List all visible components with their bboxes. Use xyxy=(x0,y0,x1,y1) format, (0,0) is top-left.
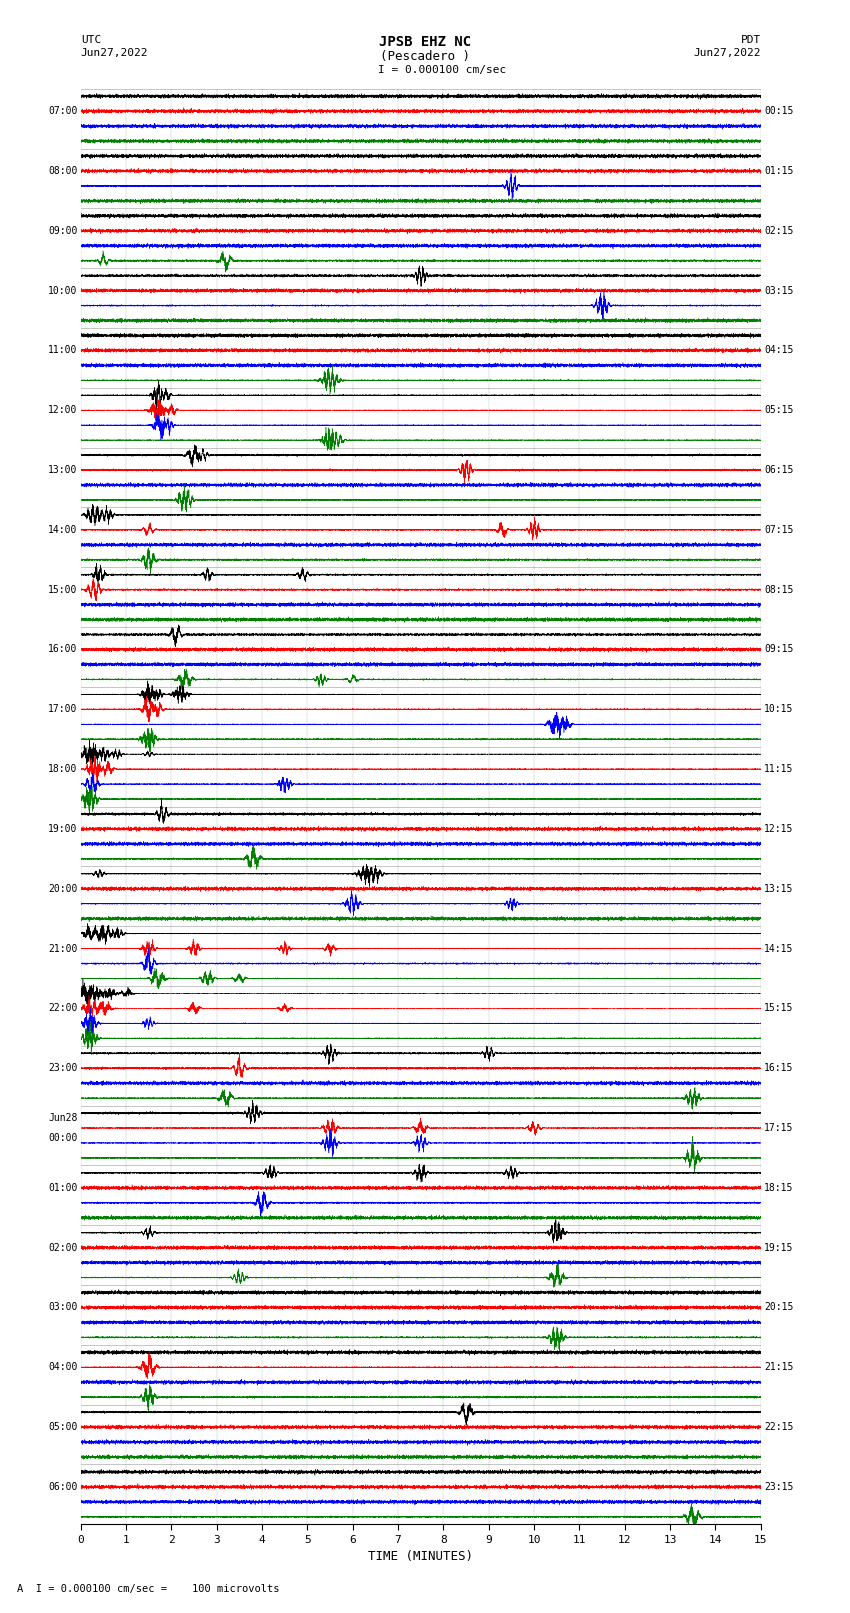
Text: 13:15: 13:15 xyxy=(764,884,794,894)
Text: 23:00: 23:00 xyxy=(48,1063,77,1073)
Text: 18:00: 18:00 xyxy=(48,765,77,774)
Text: 03:00: 03:00 xyxy=(48,1302,77,1313)
Text: 16:00: 16:00 xyxy=(48,645,77,655)
Text: 14:15: 14:15 xyxy=(764,944,794,953)
Text: 08:00: 08:00 xyxy=(48,166,77,176)
Text: 04:00: 04:00 xyxy=(48,1363,77,1373)
Text: 10:00: 10:00 xyxy=(48,286,77,295)
Text: 03:15: 03:15 xyxy=(764,286,794,295)
Text: 04:15: 04:15 xyxy=(764,345,794,355)
Text: I = 0.000100 cm/sec: I = 0.000100 cm/sec xyxy=(378,65,507,74)
Text: 15:15: 15:15 xyxy=(764,1003,794,1013)
Text: 09:15: 09:15 xyxy=(764,645,794,655)
Text: 12:15: 12:15 xyxy=(764,824,794,834)
Text: 07:15: 07:15 xyxy=(764,524,794,536)
Text: 21:00: 21:00 xyxy=(48,944,77,953)
Text: 17:00: 17:00 xyxy=(48,705,77,715)
Text: 10:15: 10:15 xyxy=(764,705,794,715)
Text: 20:15: 20:15 xyxy=(764,1302,794,1313)
Text: UTC: UTC xyxy=(81,35,101,45)
Text: (Pescadero ): (Pescadero ) xyxy=(380,50,470,63)
Text: 22:00: 22:00 xyxy=(48,1003,77,1013)
Text: 20:00: 20:00 xyxy=(48,884,77,894)
Text: 00:00: 00:00 xyxy=(48,1132,77,1142)
Text: 00:15: 00:15 xyxy=(764,106,794,116)
Text: 18:15: 18:15 xyxy=(764,1182,794,1194)
Text: 05:00: 05:00 xyxy=(48,1423,77,1432)
Text: 02:00: 02:00 xyxy=(48,1242,77,1253)
X-axis label: TIME (MINUTES): TIME (MINUTES) xyxy=(368,1550,473,1563)
Text: 05:15: 05:15 xyxy=(764,405,794,415)
Text: 13:00: 13:00 xyxy=(48,465,77,476)
Text: 12:00: 12:00 xyxy=(48,405,77,415)
Text: 06:15: 06:15 xyxy=(764,465,794,476)
Text: 09:00: 09:00 xyxy=(48,226,77,235)
Text: 21:15: 21:15 xyxy=(764,1363,794,1373)
Text: 23:15: 23:15 xyxy=(764,1482,794,1492)
Text: 19:15: 19:15 xyxy=(764,1242,794,1253)
Text: 22:15: 22:15 xyxy=(764,1423,794,1432)
Text: 11:00: 11:00 xyxy=(48,345,77,355)
Text: 07:00: 07:00 xyxy=(48,106,77,116)
Text: A  I = 0.000100 cm/sec =    100 microvolts: A I = 0.000100 cm/sec = 100 microvolts xyxy=(17,1584,280,1594)
Text: 08:15: 08:15 xyxy=(764,584,794,595)
Text: 17:15: 17:15 xyxy=(764,1123,794,1132)
Text: 19:00: 19:00 xyxy=(48,824,77,834)
Text: Jun27,2022: Jun27,2022 xyxy=(694,48,761,58)
Text: PDT: PDT xyxy=(740,35,761,45)
Text: 15:00: 15:00 xyxy=(48,584,77,595)
Text: 06:00: 06:00 xyxy=(48,1482,77,1492)
Text: 01:15: 01:15 xyxy=(764,166,794,176)
Text: JPSB EHZ NC: JPSB EHZ NC xyxy=(379,35,471,50)
Text: 01:00: 01:00 xyxy=(48,1182,77,1194)
Text: 14:00: 14:00 xyxy=(48,524,77,536)
Text: Jun28: Jun28 xyxy=(48,1113,77,1123)
Text: Jun27,2022: Jun27,2022 xyxy=(81,48,148,58)
Text: 16:15: 16:15 xyxy=(764,1063,794,1073)
Text: 11:15: 11:15 xyxy=(764,765,794,774)
Text: 02:15: 02:15 xyxy=(764,226,794,235)
